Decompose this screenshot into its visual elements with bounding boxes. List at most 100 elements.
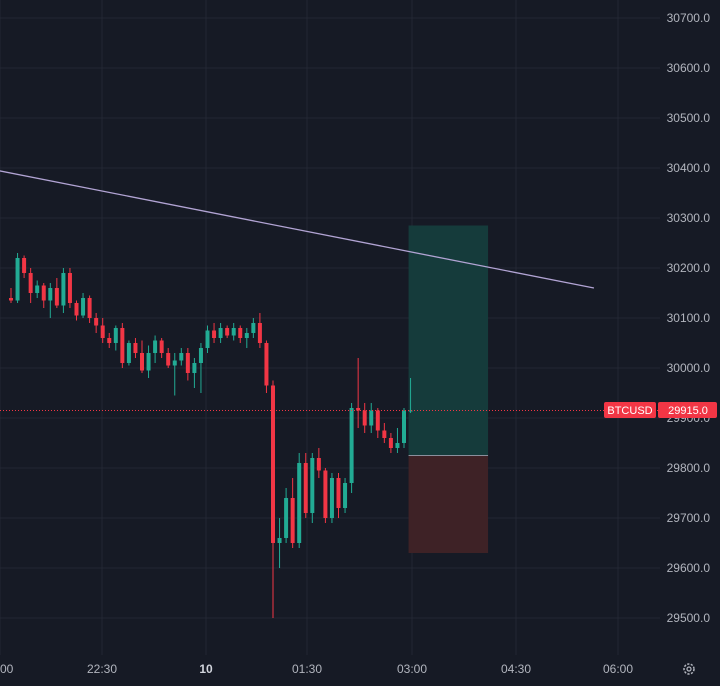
- x-tick-label: 01:30: [292, 662, 322, 676]
- candle[interactable]: [133, 338, 138, 358]
- candle-body: [48, 288, 53, 301]
- candle-body: [28, 273, 33, 293]
- candle[interactable]: [28, 268, 33, 303]
- candle[interactable]: [120, 323, 125, 368]
- candle[interactable]: [310, 453, 315, 523]
- candle[interactable]: [244, 328, 249, 348]
- candle[interactable]: [54, 278, 59, 308]
- candle[interactable]: [303, 453, 308, 518]
- candle[interactable]: [48, 283, 53, 318]
- candle-body: [172, 360, 177, 366]
- candle[interactable]: [166, 348, 171, 368]
- candle[interactable]: [290, 478, 295, 548]
- candle[interactable]: [336, 473, 341, 518]
- candle-body: [218, 328, 223, 338]
- candle[interactable]: [402, 408, 406, 448]
- trendline[interactable]: [0, 170, 595, 289]
- candle-body: [185, 353, 190, 373]
- candle[interactable]: [271, 380, 275, 619]
- candle[interactable]: [284, 488, 289, 543]
- trendline-layer[interactable]: [0, 170, 595, 289]
- candle-body: [336, 478, 341, 508]
- candle[interactable]: [35, 280, 40, 299]
- candle[interactable]: [192, 358, 197, 388]
- candle[interactable]: [238, 325, 243, 344]
- candle-body: [402, 410, 406, 443]
- candle[interactable]: [198, 343, 203, 393]
- candle[interactable]: [349, 403, 354, 493]
- candlestick-series[interactable]: [9, 253, 413, 618]
- candle-body: [323, 470, 328, 518]
- candle-body: [205, 330, 210, 348]
- candle[interactable]: [343, 478, 348, 513]
- candle-body: [198, 348, 203, 363]
- candle[interactable]: [22, 255, 27, 279]
- candle[interactable]: [218, 323, 223, 343]
- candle[interactable]: [41, 283, 46, 308]
- candle[interactable]: [388, 433, 393, 453]
- price-tags: BTCUSD 29915.0: [604, 402, 717, 418]
- candle[interactable]: [257, 313, 262, 348]
- x-tick-label: 22:30: [87, 662, 117, 676]
- candle-body: [133, 343, 138, 353]
- candle[interactable]: [61, 268, 66, 313]
- candle-body: [41, 285, 46, 301]
- candle[interactable]: [74, 300, 79, 321]
- candle[interactable]: [277, 518, 282, 568]
- candle[interactable]: [107, 333, 112, 348]
- y-tick-label: 30100.0: [667, 311, 711, 325]
- candle[interactable]: [113, 325, 118, 351]
- candle[interactable]: [362, 403, 367, 433]
- candle[interactable]: [323, 468, 328, 523]
- candle[interactable]: [297, 453, 302, 548]
- time-axis[interactable]: 00 22:30 10 01:30 03:00 04:30 06:00: [0, 662, 633, 676]
- candle[interactable]: [81, 293, 86, 318]
- candle[interactable]: [375, 408, 380, 438]
- candle-body: [362, 410, 367, 426]
- candle[interactable]: [87, 295, 92, 324]
- candle[interactable]: [225, 325, 230, 339]
- candle[interactable]: [140, 340, 144, 374]
- x-tick-label: 06:00: [603, 662, 633, 676]
- settings-button[interactable]: [683, 663, 695, 675]
- candle-body: [356, 408, 361, 411]
- candle[interactable]: [231, 323, 236, 341]
- candle-body: [244, 333, 249, 338]
- candle[interactable]: [205, 325, 210, 354]
- candle[interactable]: [251, 318, 256, 338]
- candle[interactable]: [212, 323, 217, 343]
- candle[interactable]: [94, 313, 99, 333]
- candle[interactable]: [9, 288, 13, 303]
- candle[interactable]: [395, 428, 400, 453]
- candle[interactable]: [316, 448, 321, 478]
- candle-body: [87, 298, 92, 318]
- candle[interactable]: [159, 338, 164, 358]
- candle-body: [153, 340, 158, 353]
- candle[interactable]: [185, 348, 190, 381]
- candle-body: [225, 328, 230, 336]
- candle-body: [284, 498, 289, 538]
- candle[interactable]: [408, 378, 413, 413]
- candle[interactable]: [67, 268, 72, 308]
- candle-body: [408, 410, 413, 412]
- candle[interactable]: [146, 345, 151, 379]
- stop-zone[interactable]: [408, 455, 489, 554]
- candle[interactable]: [356, 358, 361, 428]
- candle[interactable]: [329, 473, 334, 523]
- candle[interactable]: [382, 423, 387, 443]
- candle[interactable]: [172, 353, 177, 396]
- candle[interactable]: [126, 340, 131, 366]
- candle[interactable]: [264, 340, 269, 394]
- y-tick-label: 30300.0: [667, 211, 711, 225]
- candle[interactable]: [153, 335, 158, 364]
- target-zone[interactable]: [408, 225, 489, 456]
- candle[interactable]: [369, 403, 374, 433]
- candle-body: [120, 328, 125, 363]
- candle[interactable]: [179, 348, 184, 366]
- candle[interactable]: [100, 318, 105, 343]
- candle-body: [231, 328, 236, 336]
- candle[interactable]: [15, 253, 20, 303]
- price-axis[interactable]: 30700.0 30600.0 30500.0 30400.0 30300.0 30200…: [667, 11, 711, 625]
- position-zones[interactable]: [408, 225, 489, 554]
